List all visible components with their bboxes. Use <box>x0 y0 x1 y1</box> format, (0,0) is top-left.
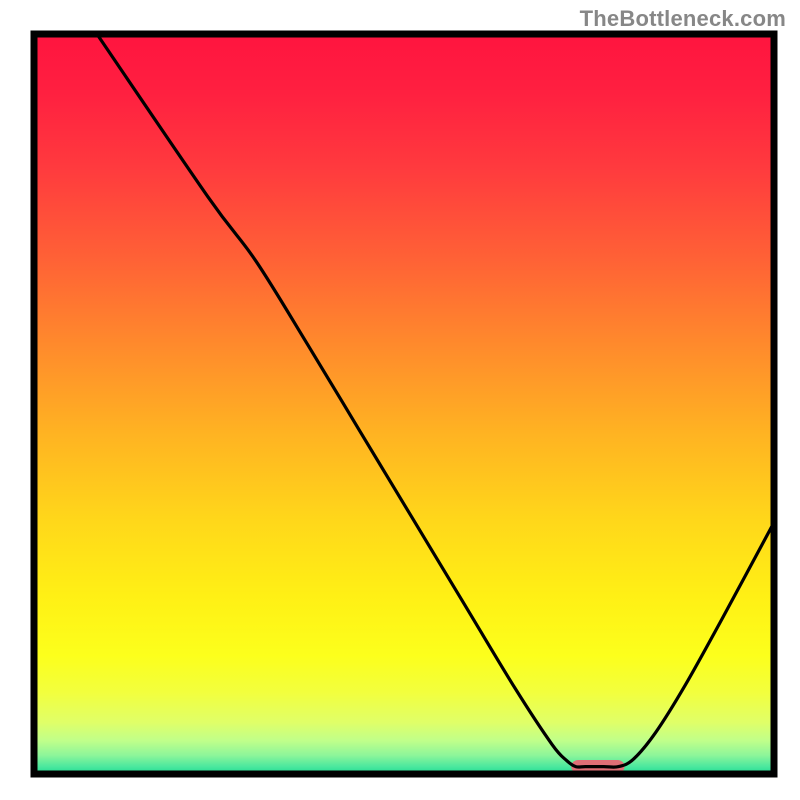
chart-canvas <box>0 0 800 800</box>
chart-root: TheBottleneck.com <box>0 0 800 800</box>
plot-background <box>34 34 774 774</box>
